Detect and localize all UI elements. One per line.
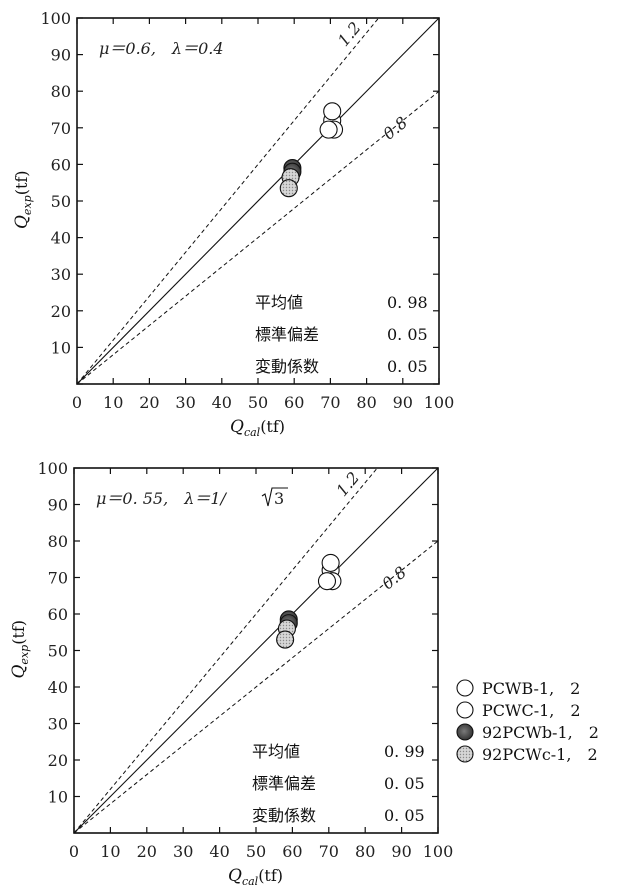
y-tick-label: 80 <box>51 82 71 101</box>
reference-line-1-2 <box>77 18 380 384</box>
y-tick-label: 10 <box>48 788 68 807</box>
x-tick-label: 20 <box>139 393 159 412</box>
chart-bottom: 0 10 10 20 20 30 30 40 40 50 50 60 60 70 70 80 80 90 90 100… <box>9 459 453 888</box>
y-tick-label: 60 <box>48 605 68 624</box>
y-axis-label: Qexp(tf) <box>9 620 31 679</box>
legend: PCWB-1, 2 PCWC-1, 2 92PCWb-1, 2 92PCWc-1, 2 <box>456 679 599 764</box>
stat-label: 平均値 <box>255 293 303 312</box>
stat-label: 標準偏差 <box>255 325 319 344</box>
stat-value: 0. 98 <box>387 293 428 312</box>
y-tick-label: 60 <box>51 155 71 174</box>
y-tick-label: 90 <box>51 46 71 65</box>
y-tick-label: 80 <box>48 532 68 551</box>
stat-value: 0. 05 <box>384 806 425 825</box>
legend-marker <box>456 723 474 741</box>
x-tick-label: 80 <box>356 393 376 412</box>
x-tick-label: 100 <box>423 842 454 861</box>
x-tick-label: 20 <box>137 842 157 861</box>
x-tick-label: 60 <box>282 842 302 861</box>
y-tick-label: 20 <box>51 302 71 321</box>
y-tick-label: 40 <box>48 678 68 697</box>
chart-top: 0 10 10 20 20 30 30 40 40 50 50 60 60 70 70 80 80 90 90 100… <box>12 9 454 439</box>
reference-line-y-equals-x <box>74 468 438 833</box>
data-point <box>323 102 342 121</box>
legend-label: PCWC-1, 2 <box>482 701 581 720</box>
x-axis-label: Qcal(tf) <box>228 866 283 888</box>
stat-value: 0. 05 <box>387 357 428 376</box>
data-point <box>319 120 338 139</box>
stat-label: 標準偏差 <box>252 774 316 793</box>
x-tick-label: 50 <box>248 393 268 412</box>
x-tick-label: 30 <box>173 842 193 861</box>
legend-label: PCWB-1, 2 <box>482 679 580 698</box>
y-tick-label: 10 <box>51 338 71 357</box>
legend-label: 92PCWc-1, 2 <box>482 745 598 764</box>
stat-label: 平均値 <box>252 742 300 761</box>
x-tick-label: 80 <box>355 842 375 861</box>
stat-value: 0. 05 <box>387 325 428 344</box>
x-tick-label: 40 <box>209 842 229 861</box>
x-tick-label: 50 <box>246 842 266 861</box>
y-tick-label: 40 <box>51 229 71 248</box>
y-tick-label: 30 <box>51 265 71 284</box>
legend-label: 92PCWb-1, 2 <box>482 723 599 742</box>
reference-line-1-2 <box>74 468 378 833</box>
parameter-annotation: μ＝0. 55, λ＝1/ <box>96 489 228 508</box>
stat-value: 0. 05 <box>384 774 425 793</box>
data-point <box>276 630 295 649</box>
y-axis-label: Qexp(tf) <box>12 170 34 229</box>
y-tick-label: 50 <box>51 192 71 211</box>
y-tick-label: 100 <box>40 9 71 28</box>
sqrt-symbol <box>261 487 288 507</box>
x-tick-label: 40 <box>212 393 232 412</box>
legend-marker <box>456 701 474 719</box>
reference-line-label: 0.8 <box>378 563 410 594</box>
reference-line-label: 1.2 <box>332 468 363 500</box>
legend-marker <box>456 679 474 697</box>
data-point <box>321 553 340 572</box>
x-tick-label: 10 <box>103 393 123 412</box>
data-point <box>317 572 337 591</box>
x-tick-label: 90 <box>393 393 413 412</box>
y-tick-label: 30 <box>48 715 68 734</box>
x-axis-label: Qcal(tf) <box>230 417 285 439</box>
stat-label: 変動係数 <box>255 357 319 376</box>
x-tick-label: 60 <box>284 393 304 412</box>
x-tick-label: 0 <box>69 842 79 861</box>
stat-value: 0. 99 <box>384 742 425 761</box>
y-tick-label: 70 <box>51 119 71 138</box>
y-tick-label: 100 <box>37 459 68 478</box>
y-tick-label: 70 <box>48 569 68 588</box>
legend-marker <box>456 745 474 763</box>
reference-line-label: 1.2 <box>334 18 365 50</box>
x-tick-label: 70 <box>320 393 340 412</box>
stat-label: 変動係数 <box>252 806 316 825</box>
reference-line-y-equals-x <box>77 18 439 384</box>
x-tick-label: 30 <box>175 393 195 412</box>
x-tick-label: 100 <box>424 393 455 412</box>
x-tick-label: 0 <box>72 393 82 412</box>
data-point <box>279 179 298 198</box>
y-tick-label: 90 <box>48 496 68 515</box>
reference-line-0-8 <box>77 90 439 384</box>
x-tick-label: 90 <box>391 842 411 861</box>
y-tick-label: 20 <box>48 751 68 770</box>
y-tick-label: 50 <box>48 642 68 661</box>
x-tick-label: 70 <box>319 842 339 861</box>
parameter-annotation: μ＝0.6, λ＝0.4 <box>99 39 224 58</box>
x-tick-label: 10 <box>100 842 120 861</box>
sqrt-argument: 3 <box>274 489 284 508</box>
reference-line-0-8 <box>74 540 438 833</box>
